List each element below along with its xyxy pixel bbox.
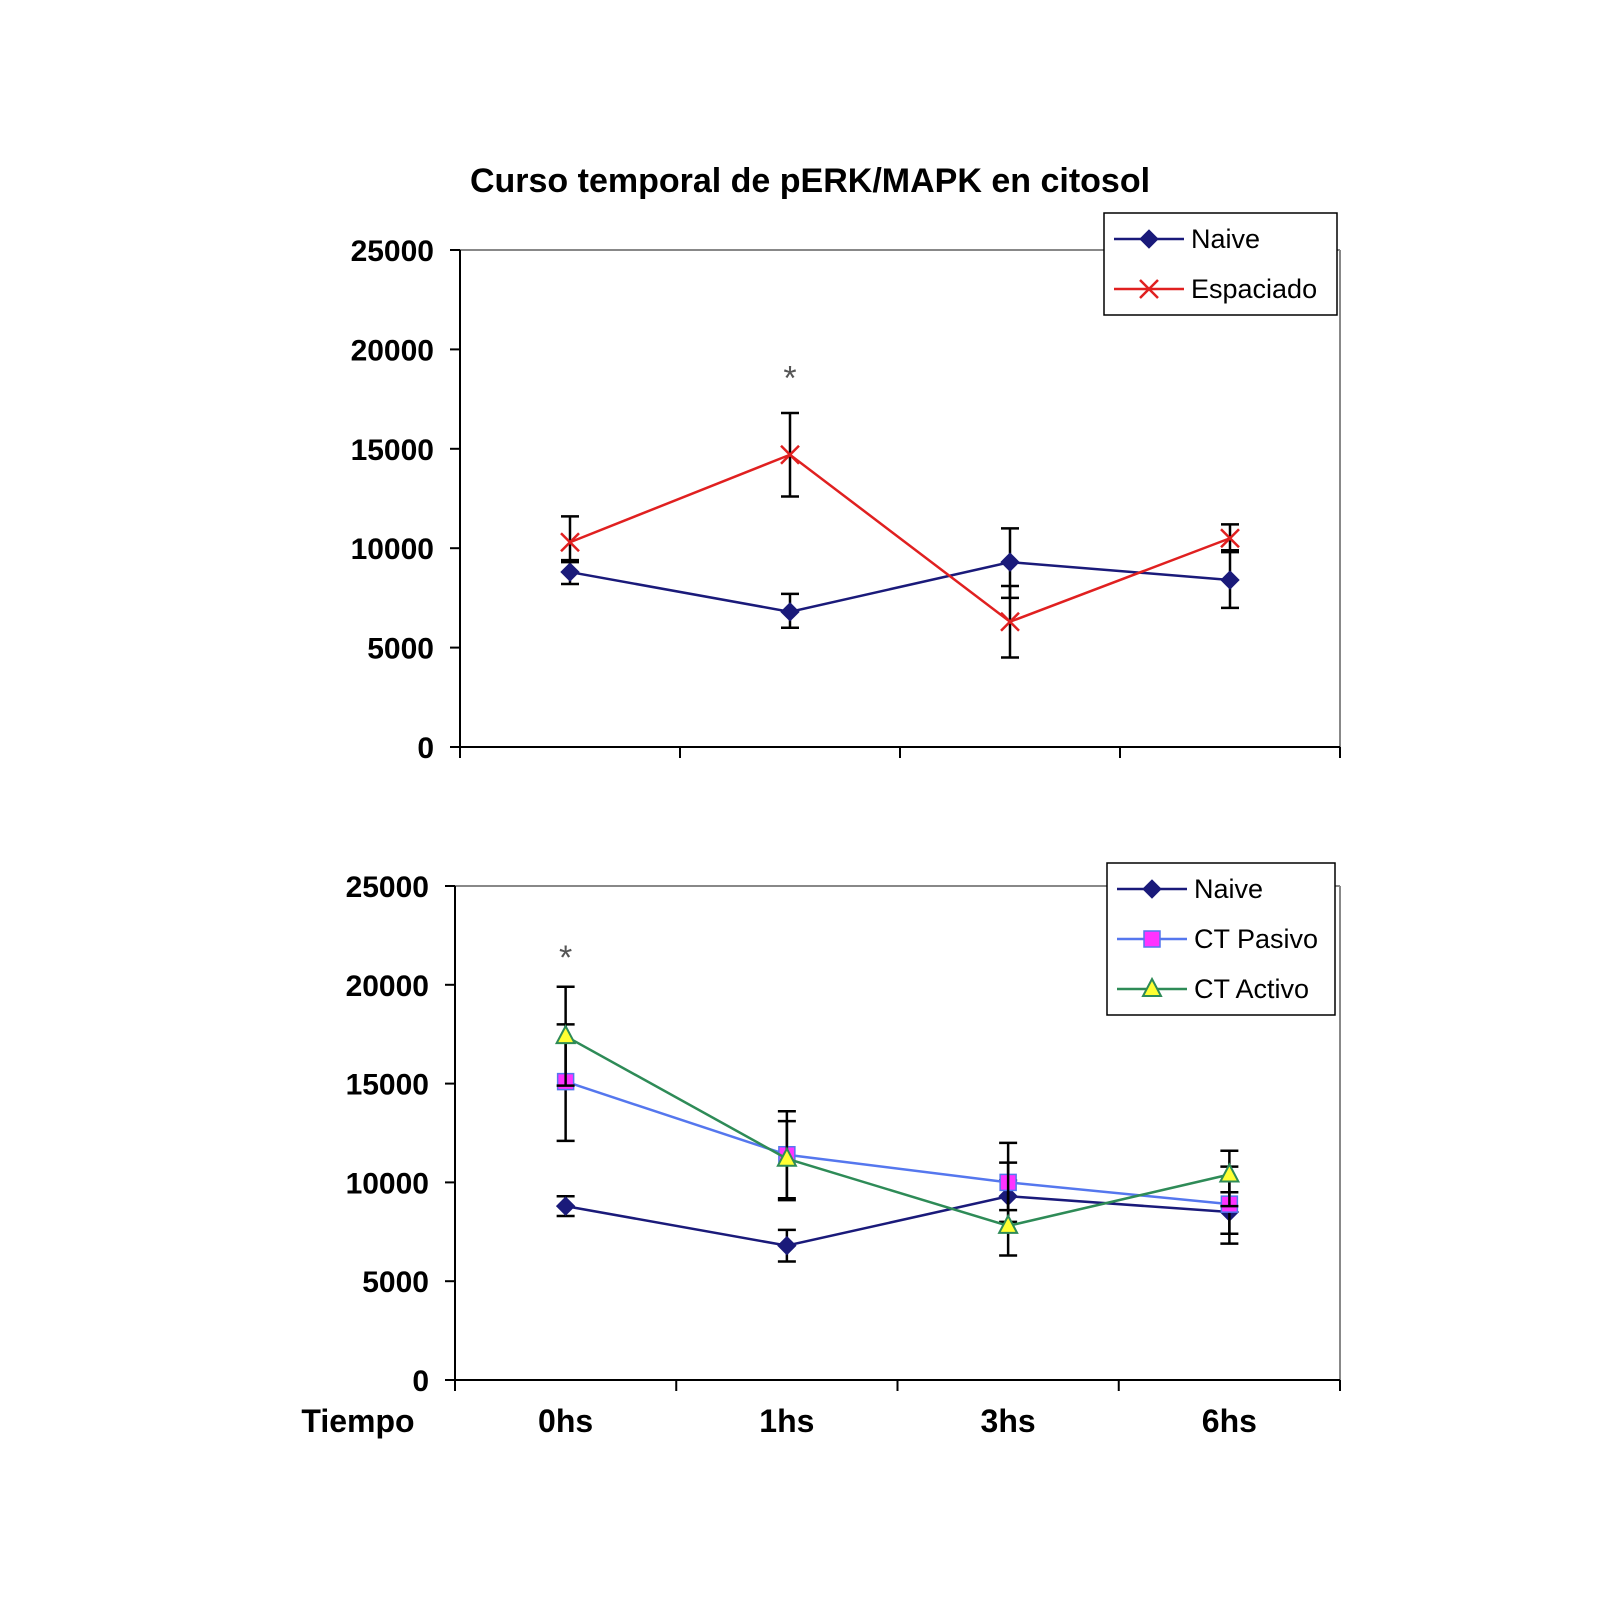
series-line — [569, 560, 1231, 614]
significance-marker: * — [559, 939, 572, 977]
legend-label: Espaciado — [1191, 274, 1317, 304]
data-point — [1000, 611, 1020, 632]
significance-marker: * — [783, 359, 796, 397]
series-ct-activo — [554, 985, 1241, 1257]
y-tick-label: 0 — [417, 732, 434, 765]
legend-label: Naive — [1194, 874, 1263, 904]
data-point — [1220, 528, 1240, 549]
legend-label: CT Pasivo — [1194, 924, 1318, 954]
series-naive — [560, 527, 1240, 629]
chart-title: Curso temporal de pERK/MAPK en citosol — [470, 162, 1150, 200]
x-tick-label: 6hs — [1202, 1403, 1257, 1439]
data-point — [554, 1024, 577, 1045]
series-line — [565, 1035, 1230, 1228]
data-point — [555, 1196, 576, 1216]
data-point — [1218, 1162, 1241, 1183]
x-axis-label: Tiempo — [301, 1403, 414, 1439]
series-line — [565, 1080, 1230, 1206]
y-tick-label: 20000 — [346, 970, 429, 1003]
x-tick-label: 0hs — [538, 1403, 593, 1439]
legend-swatch-marker — [1142, 879, 1162, 899]
data-point — [560, 532, 580, 553]
chart-bottom-panel: 0 5000 10000 15000 20000 25000 0hs 1hs 3hs 6hs * Na… — [346, 862, 1341, 1439]
data-point — [560, 562, 580, 582]
legend-swatch-marker — [1139, 229, 1159, 249]
legend-swatch-marker — [1139, 279, 1159, 299]
legend-box — [1103, 212, 1338, 316]
y-tick-label: 0 — [412, 1365, 429, 1398]
series-line — [569, 453, 1231, 624]
series-line — [565, 1194, 1230, 1247]
y-tick-label: 10000 — [346, 1167, 429, 1200]
legend-swatch-marker — [1141, 976, 1163, 997]
y-tick-label: 5000 — [362, 1266, 429, 1299]
legend-label: Naive — [1191, 224, 1260, 254]
y-tick-label: 25000 — [346, 871, 429, 904]
chart-top-panel: 0 5000 10000 15000 20000 25000 * Naive Espaciado — [351, 212, 1341, 765]
x-tick-label: 3hs — [981, 1403, 1036, 1439]
data-point — [777, 1235, 797, 1256]
x-tick-label: 1hs — [759, 1403, 814, 1439]
data-point — [997, 1213, 1019, 1234]
data-point — [1220, 570, 1240, 590]
y-tick-label: 15000 — [346, 1069, 429, 1102]
data-point — [780, 602, 800, 622]
legend-swatch-marker — [1143, 930, 1161, 948]
y-tick-label: 10000 — [351, 533, 434, 566]
series-espaciado — [560, 411, 1240, 659]
y-tick-label: 15000 — [351, 434, 434, 467]
data-point — [776, 1146, 798, 1167]
legend-label: CT Activo — [1194, 974, 1309, 1004]
series-ct-pasivo — [556, 1023, 1239, 1245]
y-tick-label: 5000 — [367, 633, 434, 666]
legend: Naive Espaciado — [1103, 212, 1338, 316]
legend: Naive CT Pasivo CT Activo — [1106, 862, 1336, 1016]
data-point — [1000, 552, 1020, 572]
data-point — [780, 444, 800, 465]
y-tick-label: 25000 — [351, 235, 434, 268]
y-tick-label: 20000 — [351, 334, 434, 367]
